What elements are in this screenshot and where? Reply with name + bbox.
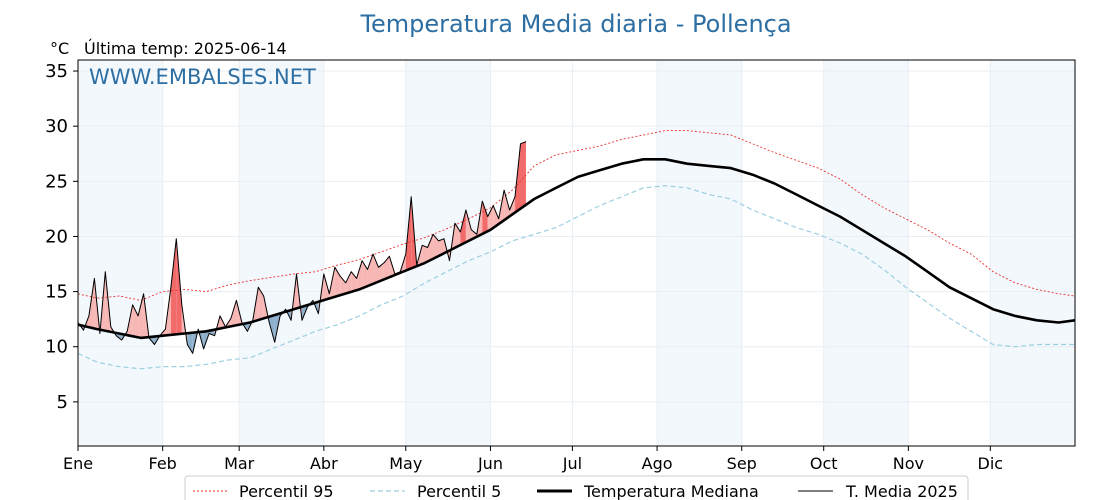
anomaly-fill	[340, 276, 346, 296]
series-line-2025	[78, 141, 527, 354]
anomaly-fill	[465, 209, 472, 243]
anomaly-fill	[509, 196, 516, 217]
series-line-percentil-95	[78, 130, 1075, 301]
month-shade-mar	[239, 60, 324, 446]
anomaly-fill	[422, 245, 428, 265]
y-axis-ticks: 5 10 15 20 25 30 35	[45, 61, 78, 413]
watermark: WWW.EMBALSES.NET	[89, 65, 316, 89]
legend: Percentil 95 Percentil 5 Temperatura Med…	[184, 475, 969, 500]
series-layer	[78, 130, 1075, 370]
anomaly-fill	[520, 141, 526, 209]
x-tick-label: Sep	[727, 454, 757, 473]
anomaly-fill	[132, 304, 139, 338]
y-tick-label: 15	[45, 282, 68, 303]
anomaly-fill	[373, 254, 379, 284]
anomaly-fill	[438, 238, 445, 257]
anomaly-fill	[460, 209, 466, 246]
chart-title: Temperatura Media diaria - Pollença	[359, 10, 791, 38]
x-tick-label: Ago	[642, 454, 673, 473]
legend-label-2025: T. Media 2025	[845, 482, 958, 500]
unit-label: °C	[50, 39, 69, 58]
anomaly-fill	[367, 254, 374, 287]
y-tick-label: 35	[45, 61, 68, 82]
anomaly-fill	[493, 205, 499, 228]
anomaly-fill	[427, 234, 434, 262]
month-shade-dic	[990, 60, 1075, 446]
grid-lines	[77, 60, 1075, 446]
anomaly-fill	[230, 300, 237, 327]
y-tick-label: 30	[45, 116, 68, 137]
anomaly-fill	[170, 238, 177, 335]
anomaly-fill	[378, 262, 384, 282]
legend-box	[184, 475, 969, 500]
legend-label-p95: Percentil 95	[239, 482, 334, 500]
month-shading	[78, 60, 1075, 446]
anomaly-fill	[504, 190, 510, 221]
x-tick-label: Ene	[63, 454, 93, 473]
y-tick-label: 5	[57, 392, 68, 413]
x-tick-label: Nov	[893, 454, 924, 473]
anomaly-fill	[433, 234, 439, 259]
anomaly-fill	[187, 332, 193, 354]
anomaly-fill	[454, 223, 461, 248]
x-tick-label: Dic	[978, 454, 1004, 473]
x-tick-label: Feb	[149, 454, 177, 473]
x-tick-label: Jul	[562, 454, 582, 473]
legend-label-median: Temperatura Mediana	[583, 482, 759, 500]
anomaly-fill	[487, 205, 494, 232]
last-temp-label: Última temp: 2025-06-14	[84, 39, 287, 58]
anomaly-fill	[176, 238, 182, 335]
month-shade-oct	[823, 60, 909, 446]
series-line-mediana	[78, 158, 1075, 340]
x-tick-label: Jun	[477, 454, 503, 473]
legend-label-p5: Percentil 5	[417, 482, 501, 500]
x-tick-label: Mar	[224, 454, 255, 473]
anomaly-fill	[482, 201, 488, 234]
x-axis-ticks: Ene Feb Mar Abr May Jun Jul Ago Sep Oct Nov Dic	[63, 446, 1003, 473]
y-tick-label: 25	[45, 171, 68, 192]
month-shade-ago	[657, 60, 742, 446]
y-tick-label: 10	[45, 337, 68, 358]
anomaly-fill	[345, 271, 352, 294]
x-tick-label: May	[389, 454, 422, 473]
x-tick-label: Oct	[810, 454, 838, 473]
series-line-percentil-5	[78, 185, 1075, 370]
month-shade-ene	[78, 60, 163, 446]
plot-frame	[77, 59, 1076, 447]
anomaly-fill	[356, 260, 363, 291]
y-tick-label: 20	[45, 226, 68, 247]
x-tick-label: Abr	[310, 454, 338, 473]
anomaly-fill	[258, 287, 264, 320]
anomaly-fill	[138, 293, 144, 338]
anomaly-fill	[383, 256, 390, 280]
